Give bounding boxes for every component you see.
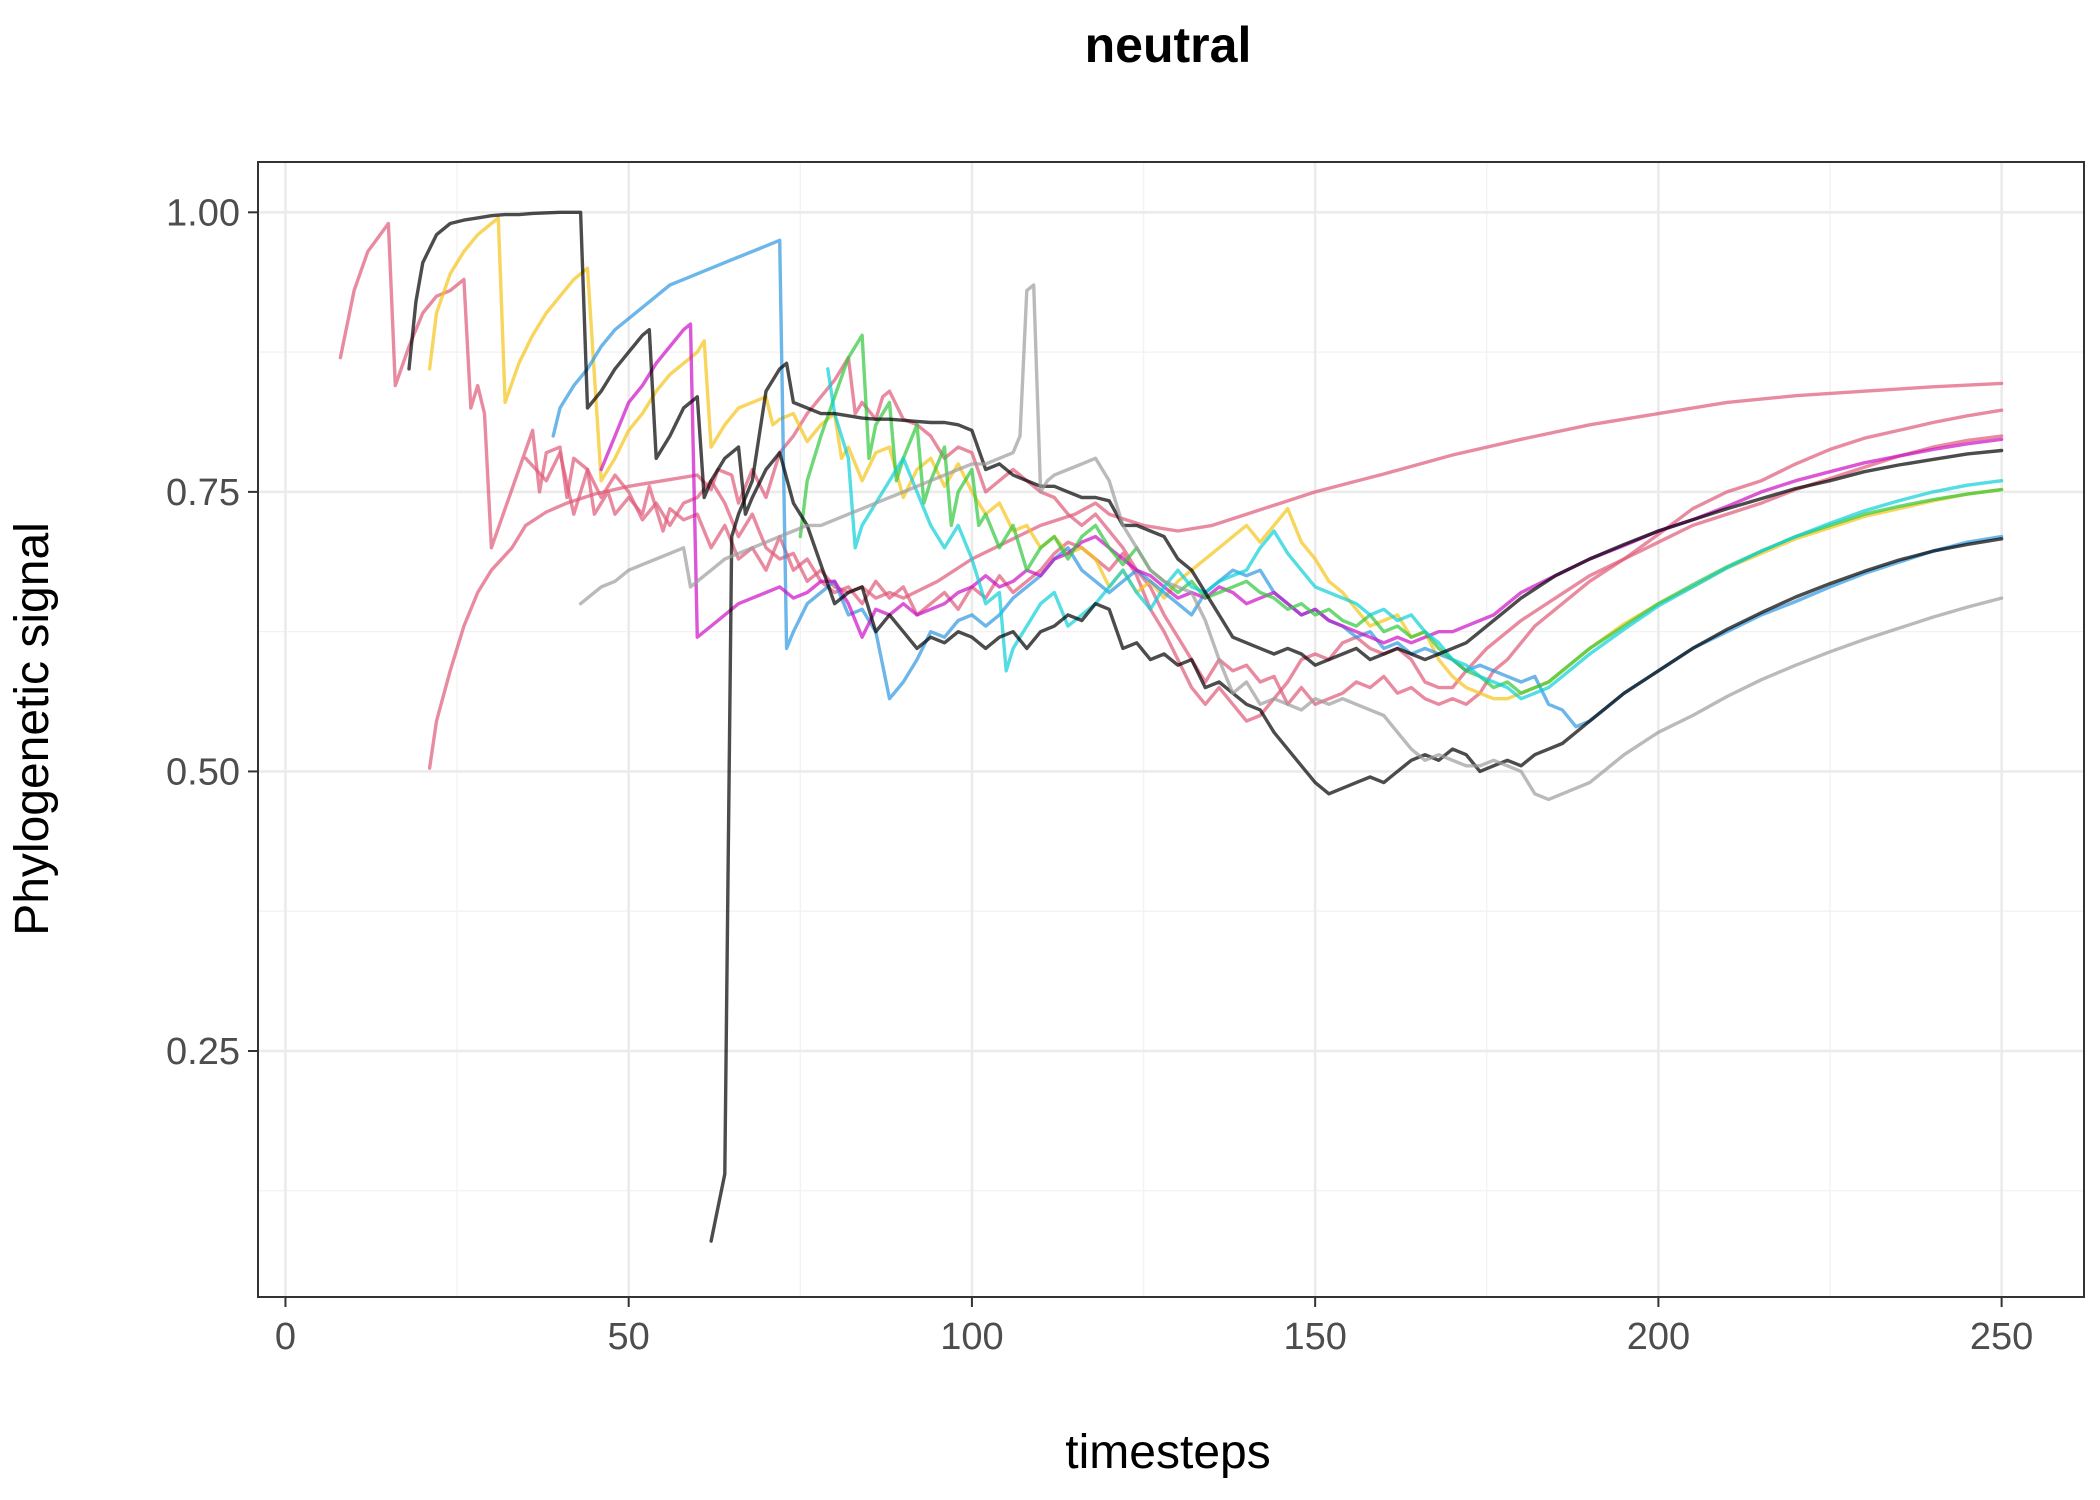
x-tick-label-4: 200 — [1627, 1316, 1690, 1358]
y-tick-label-1: 0.50 — [166, 751, 240, 793]
x-tick-label-5: 250 — [1970, 1316, 2033, 1358]
series-line-5 — [551, 238, 2004, 729]
plot-panel — [257, 161, 2085, 1298]
major-gridlines — [258, 162, 2084, 1297]
chart-title: neutral — [1085, 17, 1252, 73]
y-tick-label-0: 0.25 — [166, 1031, 240, 1073]
series-line-10 — [709, 361, 2004, 1243]
panel-background — [258, 162, 2084, 1297]
x-axis: 0 50 100 150 200 250 — [275, 1297, 2033, 1358]
minor-gridlines — [258, 162, 2084, 1297]
x-tick-label-0: 0 — [275, 1316, 296, 1358]
y-axis: 0.25 0.50 0.75 1.00 — [166, 192, 258, 1073]
x-tick-label-1: 50 — [608, 1316, 650, 1358]
x-tick-label-2: 100 — [940, 1316, 1003, 1358]
series-line-3 — [524, 381, 2004, 600]
series-line-2 — [427, 356, 2004, 770]
y-axis-title: Phylogenetic signal — [6, 522, 59, 936]
series-line-6 — [599, 322, 2004, 645]
series-line-9 — [407, 210, 2004, 796]
series-line-8 — [826, 367, 2004, 701]
series-line-11 — [578, 283, 2004, 802]
x-axis-title: timesteps — [1065, 1426, 1270, 1479]
x-tick-label-3: 150 — [1283, 1316, 1346, 1358]
panel-border — [257, 161, 2085, 1298]
data-series — [338, 210, 2004, 1243]
y-tick-label-2: 0.75 — [166, 472, 240, 514]
y-tick-label-3: 1.00 — [166, 192, 240, 234]
series-line-7 — [798, 333, 2004, 695]
